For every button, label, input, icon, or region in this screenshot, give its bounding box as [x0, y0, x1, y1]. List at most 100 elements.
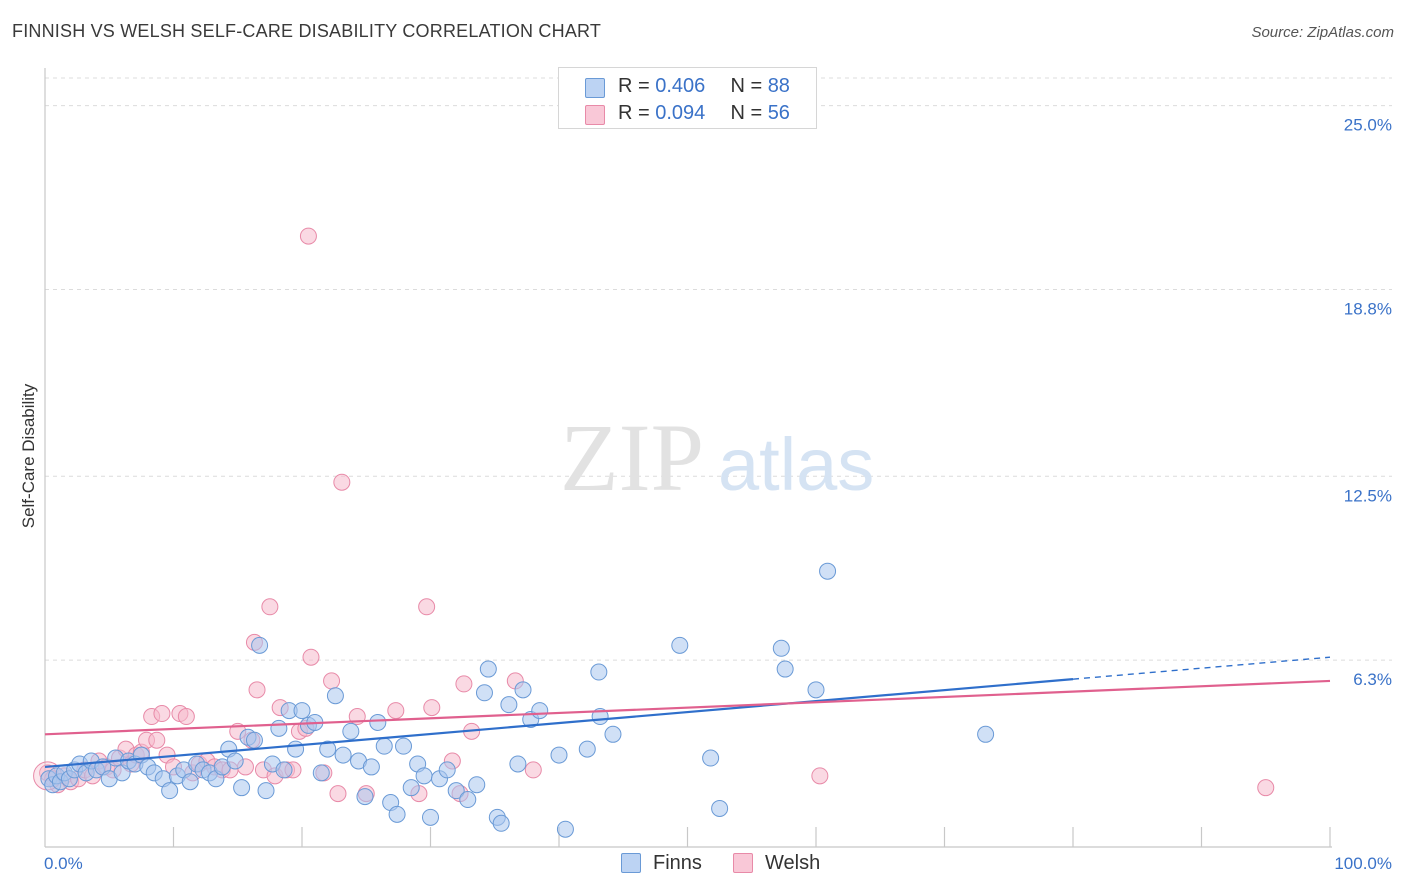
finn-point	[492, 814, 510, 832]
finn-point	[257, 782, 275, 800]
tick-labels: 6.3% 12.5% 18.8% 25.0% 0.0% 100.0%	[44, 116, 1392, 873]
welsh-legend-swatch	[733, 853, 753, 873]
finns-n-label: N =	[730, 75, 768, 97]
grid-layer	[45, 77, 1392, 661]
finn-point	[459, 791, 477, 809]
finn-point	[415, 767, 433, 785]
finn-point	[590, 663, 608, 681]
finn-point	[514, 681, 532, 699]
finn-point	[275, 761, 293, 779]
finn-point	[402, 779, 420, 797]
finn-point	[334, 746, 352, 764]
finns-trend-line	[44, 678, 1074, 769]
watermark-atlas: atlas	[718, 423, 874, 506]
finn-point	[702, 749, 720, 767]
welsh-point	[148, 731, 166, 749]
welsh-point	[455, 675, 473, 693]
welsh-point	[299, 227, 317, 245]
welsh-n-value: 56	[767, 102, 790, 124]
finn-point	[233, 779, 251, 797]
finn-point	[819, 562, 837, 580]
welsh-point	[524, 761, 542, 779]
finn-point	[226, 752, 244, 770]
finn-point	[395, 737, 413, 755]
finns-r-label: R =	[618, 75, 656, 97]
chart-source: Source: ZipAtlas.com	[1251, 24, 1394, 41]
finn-point	[438, 761, 456, 779]
finn-point	[293, 702, 311, 720]
welsh-point	[177, 708, 195, 726]
finn-point	[977, 725, 995, 743]
finns-swatch	[585, 78, 605, 98]
watermark-zip: ZIP	[560, 404, 704, 511]
welsh-trend-line	[44, 679, 1331, 736]
finn-point	[807, 681, 825, 699]
finn-point	[531, 702, 549, 720]
welsh-r-value: 0.094	[655, 102, 706, 124]
x-tick-label-min: 0.0%	[44, 854, 83, 873]
welsh-n-label: N =	[730, 102, 768, 124]
finn-point	[181, 773, 199, 791]
finn-point	[604, 725, 622, 743]
watermark: ZIP atlas	[560, 404, 874, 511]
welsh-point	[418, 598, 436, 616]
finn-point	[326, 687, 344, 705]
welsh-point	[1257, 779, 1275, 797]
y-tick-label: 6.3%	[1353, 670, 1392, 689]
welsh-point	[261, 598, 279, 616]
finn-point	[556, 820, 574, 838]
finn-point	[270, 719, 288, 737]
finns-legend-swatch	[621, 853, 641, 873]
correlation-legend: R = 0.406 N = 88 R = 0.094 N = 56	[558, 67, 817, 129]
finn-point	[447, 782, 465, 800]
finns-legend-label: Finns	[653, 852, 702, 874]
welsh-r-label: R =	[618, 102, 656, 124]
finn-point	[342, 722, 360, 740]
finn-point	[369, 713, 387, 731]
finn-point	[475, 684, 493, 702]
finn-point	[509, 755, 527, 773]
finn-point	[772, 639, 790, 657]
finn-point	[468, 776, 486, 794]
finns-n-value: 88	[767, 75, 790, 97]
welsh-point	[387, 702, 405, 720]
finn-point	[578, 740, 596, 758]
finn-point	[251, 636, 269, 654]
finn-point	[245, 731, 263, 749]
welsh-point	[248, 681, 266, 699]
finn-point	[776, 660, 794, 678]
finn-point	[356, 788, 374, 806]
finn-point	[388, 805, 406, 823]
finns-r-value: 0.406	[655, 75, 706, 97]
welsh-point	[811, 767, 829, 785]
chart-title: FINNISH VS WELSH SELF-CARE DISABILITY CO…	[12, 21, 602, 41]
welsh-point	[423, 699, 441, 717]
welsh-point	[153, 705, 171, 723]
welsh-point	[302, 648, 320, 666]
y-tick-label: 18.8%	[1344, 299, 1392, 318]
y-tick-label: 25.0%	[1344, 116, 1392, 135]
y-tick-label: 12.5%	[1344, 486, 1392, 505]
finn-point	[362, 758, 380, 776]
welsh-point	[323, 672, 341, 690]
finn-point	[312, 764, 330, 782]
y-axis-label: Self-Care Disability	[19, 383, 38, 528]
finn-point	[550, 746, 568, 764]
trend-lines	[44, 656, 1331, 769]
finn-point	[500, 696, 518, 714]
finns-trend-extension	[1072, 656, 1331, 680]
finn-point	[287, 740, 305, 758]
finn-point	[671, 636, 689, 654]
axis-layer	[44, 68, 1332, 848]
finn-point	[375, 737, 393, 755]
welsh-point	[333, 473, 351, 491]
welsh-swatch	[585, 105, 605, 125]
finn-point	[711, 799, 729, 817]
finn-point	[422, 808, 439, 826]
finn-point	[319, 740, 337, 758]
welsh-legend-label: Welsh	[765, 852, 821, 874]
finn-point	[479, 660, 497, 678]
x-tick-label-max: 100.0%	[1334, 854, 1392, 873]
welsh-point	[329, 785, 347, 803]
